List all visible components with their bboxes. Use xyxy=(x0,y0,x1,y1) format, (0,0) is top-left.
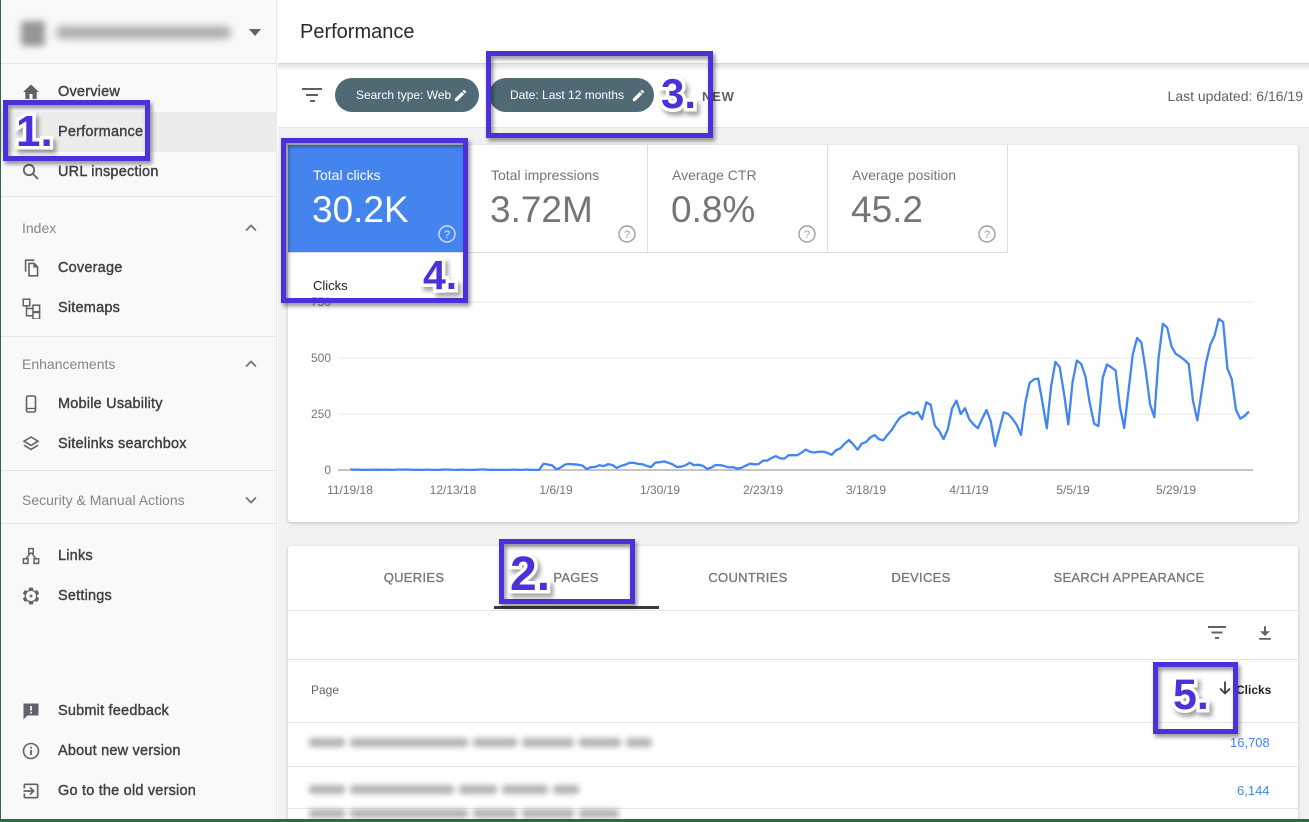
svg-text:5/5/19: 5/5/19 xyxy=(1056,483,1090,497)
svg-text:12/13/18: 12/13/18 xyxy=(430,483,477,497)
svg-text:250: 250 xyxy=(311,407,331,421)
svg-text:1/6/19: 1/6/19 xyxy=(539,483,573,497)
svg-text:?: ? xyxy=(804,229,810,241)
svg-text:2/23/19: 2/23/19 xyxy=(743,483,783,497)
svg-text:5/29/19: 5/29/19 xyxy=(1156,483,1196,497)
svg-text:1/30/19: 1/30/19 xyxy=(640,483,680,497)
svg-text:11/19/18: 11/19/18 xyxy=(327,483,373,497)
svg-text:4/11/19: 4/11/19 xyxy=(949,483,988,497)
svg-text:3/18/19: 3/18/19 xyxy=(846,483,886,497)
svg-text:?: ? xyxy=(444,229,450,241)
svg-text:500: 500 xyxy=(311,351,331,365)
svg-text:?: ? xyxy=(624,229,630,241)
svg-text:0: 0 xyxy=(324,463,331,477)
svg-text:?: ? xyxy=(984,229,990,241)
